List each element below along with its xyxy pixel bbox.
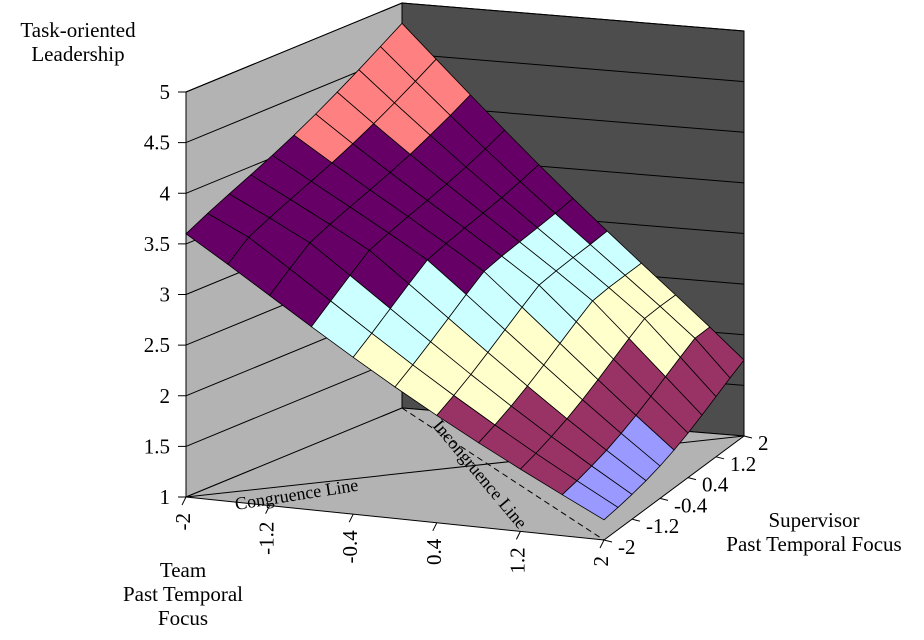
y-axis-title-line1: Supervisor	[704, 508, 924, 532]
y-tick	[604, 540, 612, 542]
x-tick-label: 1.2	[505, 547, 529, 573]
x-tick-label: -0.4	[338, 530, 362, 564]
x-axis-title: Team Past Temporal Focus	[90, 558, 276, 630]
y-axis-title: Supervisor Past Temporal Focus	[704, 508, 924, 556]
y-tick-label: 1.2	[730, 452, 756, 476]
x-tick	[516, 531, 520, 539]
z-tick-label: 5	[160, 80, 171, 104]
x-tick	[349, 514, 353, 522]
y-tick-label: -1.2	[646, 514, 679, 538]
y-tick	[716, 457, 724, 459]
y-tick-label: -0.4	[674, 493, 708, 517]
y-tick	[632, 519, 640, 521]
y-tick	[744, 436, 752, 438]
y-tick-label: 0.4	[702, 473, 729, 497]
x-axis-title-line3: Focus	[90, 606, 276, 630]
x-tick-label: -2	[171, 513, 195, 531]
z-tick-label: 2	[160, 384, 171, 408]
z-axis-title: Task-oriented Leadership	[0, 18, 156, 66]
x-tick-label: 0.4	[422, 538, 446, 565]
z-tick-label: 4	[160, 181, 171, 205]
x-tick	[182, 497, 186, 505]
z-tick-label: 1.5	[144, 434, 170, 458]
y-tick-label: -2	[618, 535, 636, 559]
x-axis-title-line2: Past Temporal	[90, 582, 276, 606]
x-tick-label: -1.2	[255, 522, 279, 555]
z-tick-label: 2.5	[144, 333, 170, 357]
z-axis-title-line1: Task-oriented	[0, 18, 156, 42]
y-axis-title-line2: Past Temporal Focus	[704, 532, 924, 556]
z-axis-title-line2: Leadership	[0, 42, 156, 66]
x-axis-title-line1: Team	[90, 558, 276, 582]
x-tick	[433, 523, 437, 531]
y-tick-label: 2	[758, 431, 769, 455]
z-tick-label: 3	[160, 283, 171, 307]
z-tick-label: 4.5	[144, 131, 170, 155]
z-tick-label: 3.5	[144, 232, 170, 256]
y-tick	[660, 498, 668, 500]
x-tick	[600, 540, 604, 548]
y-tick	[688, 478, 696, 480]
x-tick-label: 2	[589, 556, 613, 567]
z-tick-label: 1	[160, 485, 171, 509]
